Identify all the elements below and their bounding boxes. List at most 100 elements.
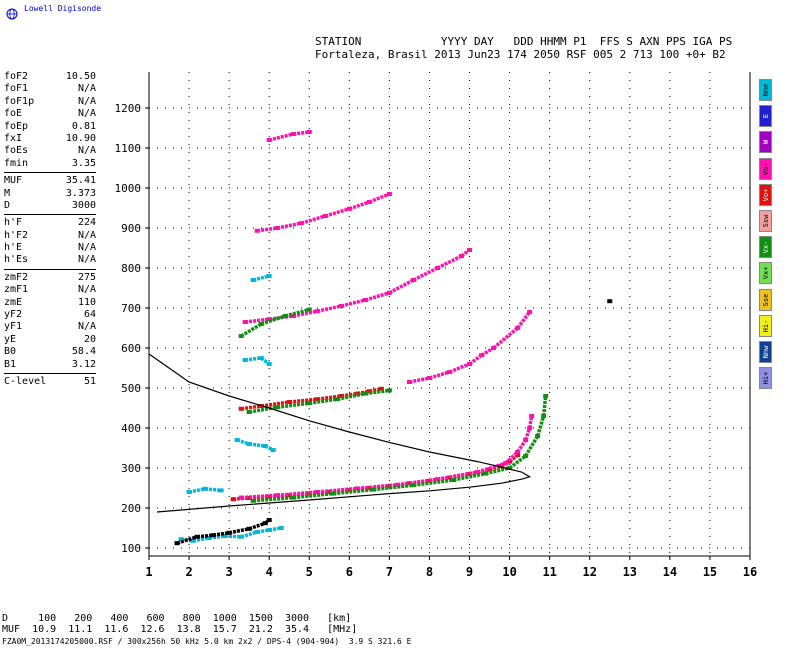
param-value: 10.90 xyxy=(65,132,96,144)
legend-label: W xyxy=(761,140,770,145)
x-tick-label: 5 xyxy=(306,565,313,579)
trace-segment xyxy=(369,387,382,393)
trace-segment xyxy=(480,346,495,357)
trace-segment xyxy=(252,274,270,282)
trace-segment xyxy=(260,400,290,408)
param-value: 275 xyxy=(77,271,96,283)
param-name: h'F2 xyxy=(4,229,29,241)
trace-segment xyxy=(468,353,483,366)
trace-segment xyxy=(277,490,318,497)
trace-segment xyxy=(260,356,271,366)
legend-label: Ssw xyxy=(761,214,770,228)
param-value: N/A xyxy=(77,242,96,254)
y-tick-label: 800 xyxy=(121,262,141,275)
legend-label: Hi+ xyxy=(761,371,770,385)
param-value: 35.41 xyxy=(65,175,96,187)
param-row: h'E N/A xyxy=(4,242,96,254)
legend-label: Vo+ xyxy=(761,188,770,202)
legend-item: W xyxy=(759,131,772,154)
x-tick-label: 13 xyxy=(623,565,637,579)
param-value: 64 xyxy=(83,309,96,321)
trace-segment xyxy=(240,404,262,411)
trace-segment xyxy=(436,254,463,270)
param-row: B0 58.4 xyxy=(4,346,96,358)
param-row: fmin 3.35 xyxy=(4,158,96,170)
trace-segment xyxy=(365,388,390,396)
trace-segment xyxy=(409,376,430,384)
legend-item: Vx+ xyxy=(759,262,772,285)
trace-segment xyxy=(504,450,519,465)
axis-ticks: 1 2 3 4 5 6 7 8 9 10 11 12 13 14 15 1610020030040050060… xyxy=(115,102,758,579)
param-row: yF2 64 xyxy=(4,309,96,321)
trace-segment xyxy=(276,221,302,230)
trace-segment xyxy=(176,535,198,545)
param-name: D xyxy=(4,199,11,211)
legend-item: Sse xyxy=(759,288,772,311)
trace-series xyxy=(246,388,392,414)
profile-curve xyxy=(148,353,532,513)
y-tick-label: 400 xyxy=(121,422,141,435)
trace-segment xyxy=(188,487,206,494)
param-value: N/A xyxy=(77,254,96,266)
legend-label: Vo- xyxy=(761,162,770,175)
trace-segment xyxy=(527,415,534,429)
trace-series xyxy=(174,299,613,546)
param-separator xyxy=(4,214,96,216)
param-value: 3000 xyxy=(71,199,96,211)
y-tick-label: 600 xyxy=(121,342,141,355)
legend-item: Hi+ xyxy=(759,367,772,390)
distance-row: D 100 200 400 600 800 1000 1500 3000 [km… xyxy=(2,613,352,624)
trace-segment xyxy=(300,214,326,225)
param-separator xyxy=(4,172,96,174)
legend-item: Hi- xyxy=(759,314,772,337)
param-separator xyxy=(4,372,96,374)
trace-segment xyxy=(244,356,262,362)
param-row: B1 3.12 xyxy=(4,359,96,371)
trace-segment xyxy=(541,395,548,417)
param-name: fxI xyxy=(4,132,23,144)
x-tick-label: 10 xyxy=(502,565,516,579)
trace-segment xyxy=(508,454,527,470)
trace-series xyxy=(250,394,549,503)
param-value: N/A xyxy=(77,229,96,241)
trace-segment xyxy=(397,477,438,487)
trace-segment xyxy=(256,226,278,233)
trace-segment xyxy=(244,317,270,324)
grid xyxy=(149,72,750,556)
y-tick-label: 100 xyxy=(121,542,141,555)
polarization-legend: Nne E W Vo- Vo+ Ssw Vx- Vx+ Sse Hi- Nnw Hi+ xyxy=(759,79,772,393)
trace-segment xyxy=(492,326,519,350)
trace-segment xyxy=(236,438,250,446)
param-row: M 3.373 xyxy=(4,188,96,200)
param-value: 224 xyxy=(77,217,96,229)
param-value: N/A xyxy=(77,284,96,296)
y-tick-label: 500 xyxy=(121,382,141,395)
param-row: yF1 N/A xyxy=(4,321,96,333)
param-value: N/A xyxy=(77,83,96,95)
param-name: foEs xyxy=(4,145,29,157)
trace-segment xyxy=(373,483,414,492)
trace-segment xyxy=(208,534,226,540)
echo-traces xyxy=(174,130,613,546)
y-tick-label: 1000 xyxy=(115,182,142,195)
trace-segment xyxy=(535,415,546,437)
param-name: yE xyxy=(4,333,17,345)
x-tick-label: 14 xyxy=(663,565,677,579)
plot-frame xyxy=(148,72,751,557)
param-separator xyxy=(4,268,96,270)
x-tick-label: 6 xyxy=(346,565,353,579)
y-tick-label: 200 xyxy=(121,502,141,515)
trace-segment xyxy=(284,307,310,318)
legend-item: Nnw xyxy=(759,340,772,363)
trace-segment xyxy=(348,200,370,211)
trace-segment xyxy=(388,278,415,295)
param-row: h'Es N/A xyxy=(4,254,96,266)
param-name: h'F xyxy=(4,217,23,229)
y-tick-label: 1100 xyxy=(115,142,142,155)
param-name: h'E xyxy=(4,242,23,254)
trace-segment xyxy=(212,531,230,537)
trace-segment xyxy=(309,397,338,405)
trace-series xyxy=(242,248,473,324)
trace-segment xyxy=(317,394,342,401)
